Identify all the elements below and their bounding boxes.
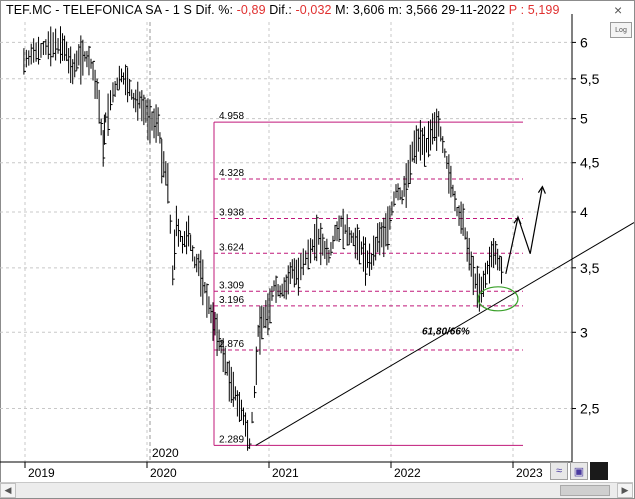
fib-level-label: 3.624 [219,242,244,253]
y-tick-label: 3,5 [580,260,600,276]
y-tick-label: 5,5 [580,71,600,87]
support-highlight-circle [477,286,519,312]
min-label: m: [388,3,403,17]
y-axis: 2,5 3 3,5 4 4,5 5 5,5 6 [571,14,600,462]
projection-arrowhead [513,215,522,225]
fib-level-label: 4.328 [219,168,244,179]
scroll-left-icon[interactable]: ◀ [0,483,16,498]
projection-path [505,186,543,274]
overlays: 61,80/66% [255,185,635,446]
min-value: 3,566 [405,3,438,17]
fibonacci-retracement: 4.958 4.328 3.938 3.624 3.309 3.196 2.876 2.289 [213,111,523,446]
price-label: P : [508,3,525,17]
scrollbar-thumb[interactable] [560,485,610,496]
chart-toolbar: ≈ ▣ [550,462,634,480]
x-tick-label: 2021 [272,466,299,480]
price-bars [23,26,504,451]
y-tick-label: 5 [580,111,588,127]
x-axis: 2019 2020 2021 2022 2023 2020 [0,446,572,480]
color-swatch-icon[interactable] [590,462,608,480]
x-tick-label: 2023 [516,466,543,480]
fib-level-label: 4.958 [219,111,244,122]
zoom-icon[interactable]: ≈ [550,462,568,480]
price-value: 5,199 [527,3,560,17]
fib-level-label: 2.876 [219,339,244,350]
y-tick-label: 3 [580,324,588,340]
dif-pct-value: -0,89 [236,3,266,17]
fib-level-label: 3.196 [219,295,244,306]
max-label: M: [335,3,350,17]
year-marker-label: 2020 [152,446,179,460]
date-value: 29-11-2022 [441,3,506,17]
projection-arrowhead [537,185,546,194]
x-tick-label: 2019 [28,466,55,480]
save-icon[interactable]: ▣ [570,462,588,480]
fib-level-label: 2.289 [219,434,244,445]
dif-label: Dif.: [269,3,292,17]
y-tick-label: 4,5 [580,155,600,171]
log-scale-button[interactable]: Log [610,22,632,38]
fib-level-label: 3.309 [219,280,244,291]
period: 1 S [172,3,192,17]
close-icon[interactable]: × [614,2,623,18]
scroll-right-icon[interactable]: ▶ [617,483,633,498]
fib-ratio-annotation: 61,80/66% [422,326,470,337]
horizontal-scrollbar[interactable]: ◀ ▶ [0,482,633,498]
y-tick-label: 6 [580,34,588,50]
grid [0,22,572,462]
x-tick-label: 2020 [150,466,177,480]
dif-value: -0,032 [295,3,332,17]
max-value: 3,606 [352,3,385,17]
chart-header: TEF.MC - TELEFONICA SA - 1 S Dif. %: -0,… [6,3,560,17]
symbol-name: TEF.MC - TELEFONICA SA - [6,3,170,17]
dif-pct-label: Dif. %: [195,3,234,17]
support-trendline [255,222,635,446]
y-tick-label: 2,5 [580,401,600,417]
x-tick-label: 2022 [394,466,421,480]
fib-level-label: 3.938 [219,208,244,219]
y-tick-label: 4 [580,204,588,220]
